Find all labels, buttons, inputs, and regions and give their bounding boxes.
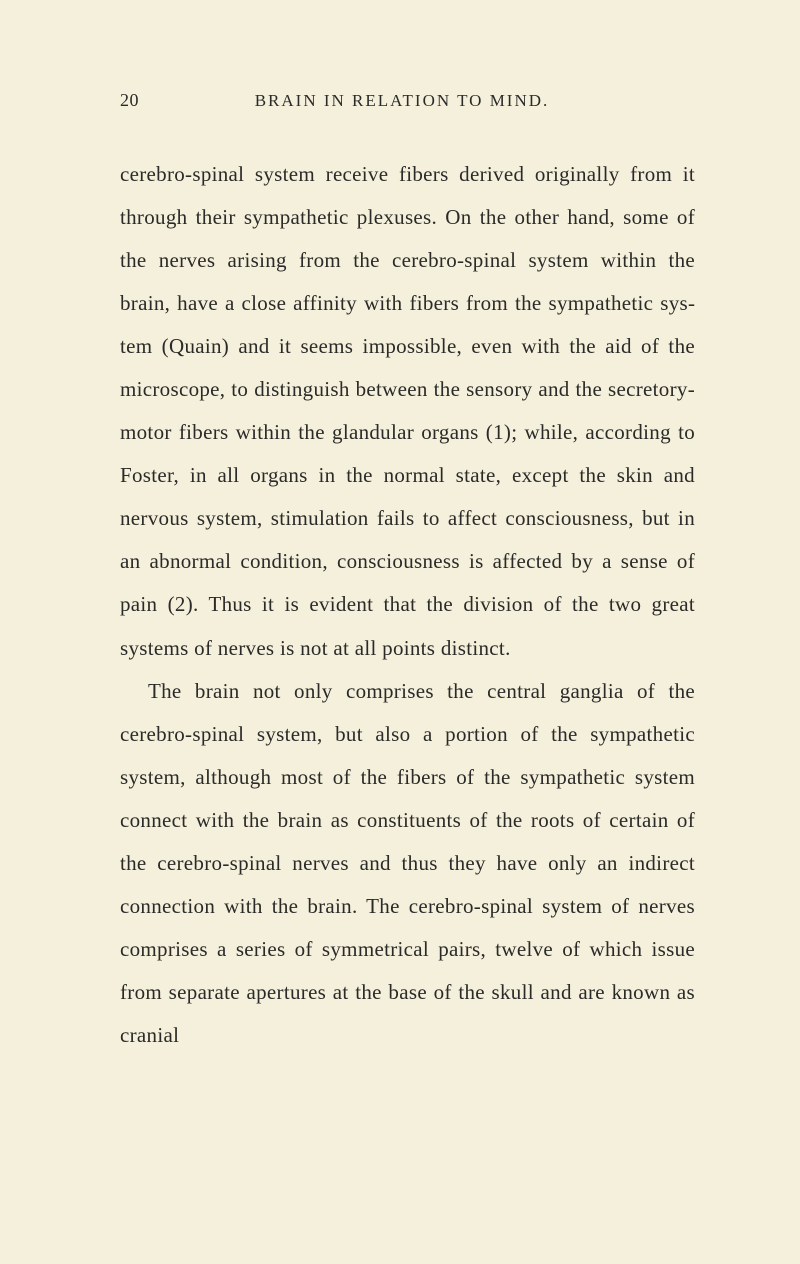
paragraph-1: cerebro-spinal system receive fibers der… [120,153,695,670]
page-number: 20 [120,90,139,111]
page-header: 20 BRAIN IN RELATION TO MIND. [120,90,695,111]
running-title: BRAIN IN RELATION TO MIND. [139,91,695,111]
paragraph-2: The brain not only comprises the central… [120,670,695,1057]
body-text: cerebro-spinal system receive fibers der… [120,153,695,1057]
